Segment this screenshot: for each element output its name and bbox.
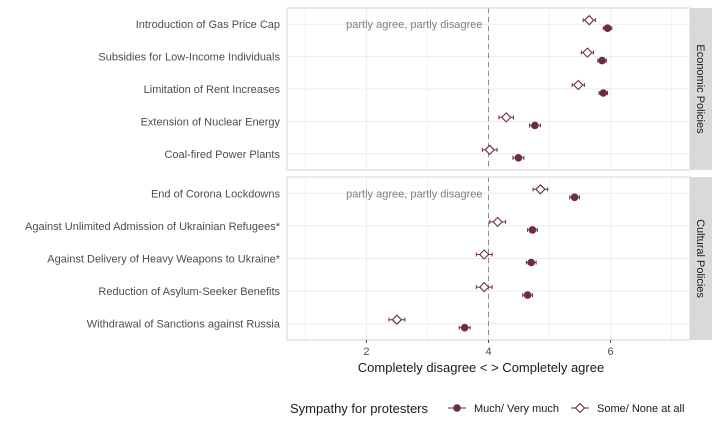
category-label: Extension of Nuclear Energy — [141, 116, 281, 128]
point-much — [528, 226, 537, 234]
category-label: Introduction of Gas Price Cap — [136, 19, 280, 31]
panel-2: partly agree, partly disagree End of Coro… — [25, 176, 712, 341]
x-tick-label: 4 — [485, 346, 491, 358]
strip-background — [690, 8, 712, 170]
legend-label-some: Some/ None at all — [597, 403, 684, 415]
legend-key-some — [574, 402, 586, 414]
point-much — [523, 291, 532, 299]
point-some — [583, 14, 595, 26]
point-much — [531, 121, 539, 130]
point-much — [514, 154, 523, 162]
legend-key-much — [453, 404, 461, 412]
point-much — [460, 323, 469, 332]
point-some — [478, 249, 490, 260]
strip-label: Economic Policies — [694, 44, 706, 134]
point-some — [484, 144, 495, 156]
legend-label-much: Much/ Very much — [474, 403, 559, 415]
panels-layer: partly agree, partly disagree Introductio… — [25, 7, 712, 341]
point-much — [570, 193, 579, 202]
point-some — [535, 184, 546, 195]
reference-annotation: partly agree, partly disagree — [346, 19, 482, 31]
point-much — [599, 89, 608, 97]
category-label: Coal-fired Power Plants — [164, 149, 280, 161]
x-axis: 2 4 6 — [363, 340, 614, 358]
category-label: Reduction of Asylum-Seeker Benefits — [98, 286, 280, 298]
category-label: Against Delivery of Heavy Weapons to Ukr… — [47, 254, 280, 266]
point-some — [478, 281, 490, 293]
category-label: Limitation of Rent Increases — [144, 84, 281, 96]
category-label: End of Corona Lockdowns — [151, 188, 281, 200]
x-tick-label: 6 — [608, 346, 614, 358]
strip-background — [690, 177, 712, 340]
point-much — [598, 56, 606, 65]
panel-1: partly agree, partly disagree Introductio… — [98, 7, 712, 171]
category-label: Withdrawal of Sanctions against Russia — [87, 319, 281, 331]
legend-title: Sympathy for protesters — [290, 401, 428, 416]
x-tick-label: 2 — [363, 346, 369, 358]
x-axis-label: Completely disagree < > Completely agree — [358, 360, 604, 375]
category-label: Against Unlimited Admission of Ukrainian… — [25, 221, 281, 233]
reference-annotation: partly agree, partly disagree — [346, 188, 482, 200]
point-much — [603, 24, 612, 32]
legend-items: Much/ Very much Some/ None at all — [448, 402, 684, 415]
point-some — [582, 47, 593, 58]
point-some — [572, 79, 584, 91]
legend: Sympathy for protesters Much/ Very much S… — [290, 401, 684, 416]
point-some — [391, 314, 403, 325]
strip-label: Cultural Policies — [694, 219, 706, 298]
category-label: Subsidies for Low-Income Individuals — [98, 52, 280, 64]
point-some — [500, 112, 512, 123]
point-some — [492, 216, 503, 228]
point-much — [527, 258, 536, 267]
